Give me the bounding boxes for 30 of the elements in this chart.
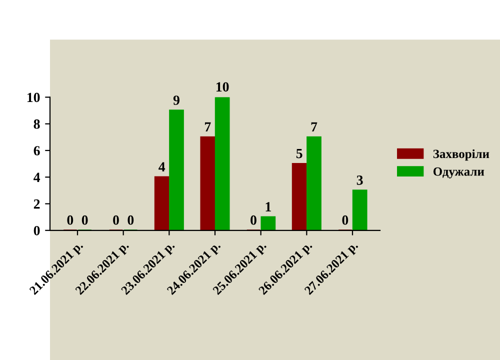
data-label: 7 xyxy=(204,122,211,132)
y-tick-label: 8 xyxy=(34,119,40,129)
y-tick-label: 2 xyxy=(34,199,40,209)
legend-label: Захворіли xyxy=(433,149,490,161)
bar xyxy=(200,136,216,230)
bar xyxy=(352,190,368,230)
bar xyxy=(214,97,230,230)
data-label: 5 xyxy=(296,148,302,158)
data-label: 0 xyxy=(67,215,74,225)
data-label: 10 xyxy=(216,82,229,92)
y-tick-label: 10 xyxy=(28,92,40,102)
bar xyxy=(154,176,170,230)
y-tick-label: 0 xyxy=(34,226,40,236)
data-label: 1 xyxy=(266,202,271,212)
y-tick-label: 4 xyxy=(34,172,40,182)
data-label: 4 xyxy=(158,162,166,172)
data-label: 0 xyxy=(128,215,134,225)
data-label: 3 xyxy=(356,176,363,185)
y-tick-label: 6 xyxy=(34,146,40,156)
data-label: 0 xyxy=(82,215,88,225)
data-label: 0 xyxy=(342,215,348,225)
bar xyxy=(169,110,184,230)
bar xyxy=(292,162,307,230)
data-label: 0 xyxy=(250,215,256,225)
data-label: 9 xyxy=(173,96,180,105)
data-label: 0 xyxy=(113,215,119,225)
data-label: 7 xyxy=(311,122,318,132)
bar xyxy=(260,216,276,230)
legend-label: Одужали xyxy=(433,167,484,178)
bar xyxy=(306,136,322,230)
